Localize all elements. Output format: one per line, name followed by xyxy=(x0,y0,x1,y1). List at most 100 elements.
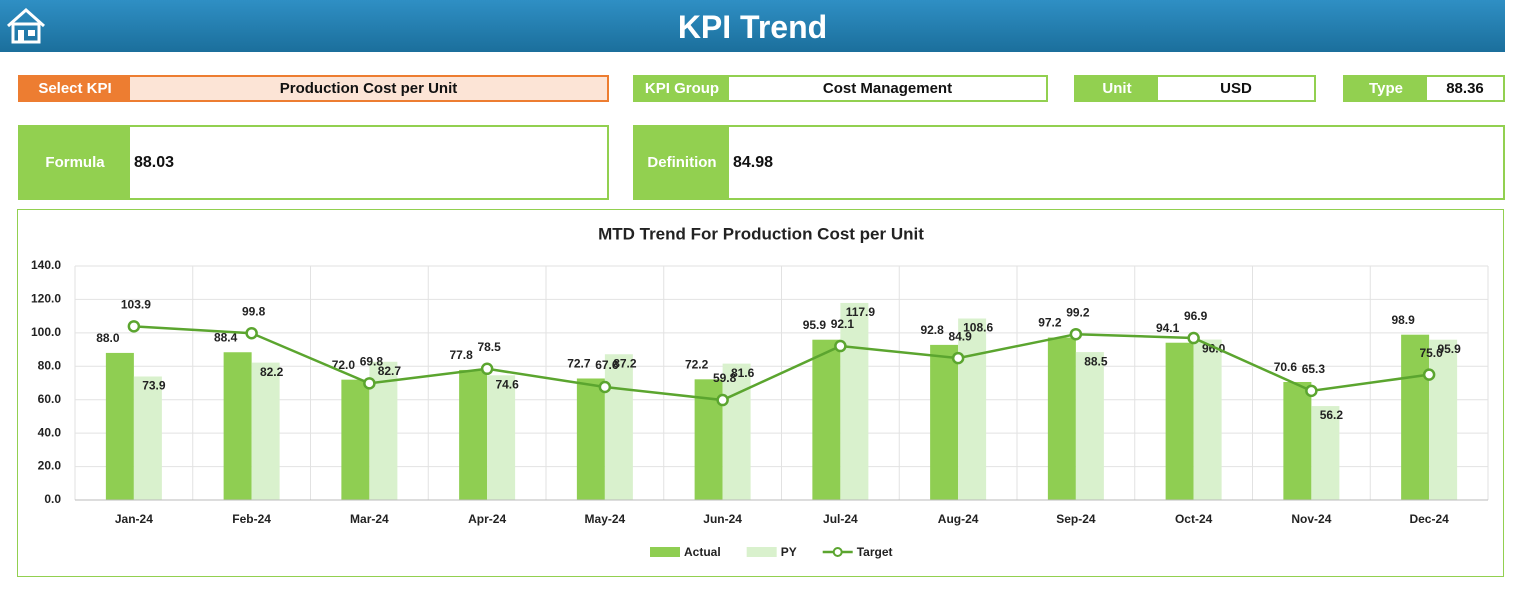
value: 88.36 xyxy=(1446,80,1484,97)
y-tick-label: 40.0 xyxy=(38,425,62,439)
x-tick-label: Oct-24 xyxy=(1175,512,1213,526)
x-tick-label: Jun-24 xyxy=(703,512,742,526)
data-label: 81.6 xyxy=(731,366,755,380)
type: Type 88.36 xyxy=(1343,75,1505,102)
x-tick-label: May-24 xyxy=(585,512,626,526)
marker xyxy=(834,339,847,353)
data-label: 98.9 xyxy=(1391,313,1415,327)
bar xyxy=(459,369,488,500)
bar xyxy=(251,362,280,500)
bar xyxy=(1283,381,1312,500)
data-label: 72.0 xyxy=(332,358,356,372)
data-label: 95.9 xyxy=(1437,342,1461,356)
data-label: 67.6 xyxy=(595,358,619,372)
data-label: 94.1 xyxy=(1156,321,1180,335)
data-label: 82.2 xyxy=(260,365,284,379)
bar xyxy=(1429,339,1458,500)
marker xyxy=(1305,384,1318,398)
data-label: 75.0 xyxy=(1419,346,1443,360)
x-tick-label: Jul-24 xyxy=(823,512,858,526)
y-tick-label: 60.0 xyxy=(38,392,62,406)
chart-title: MTD Trend For Production Cost per Unit xyxy=(598,224,924,243)
marker xyxy=(716,393,729,407)
bar xyxy=(1311,406,1340,500)
x-tick-label: Jan-24 xyxy=(115,512,153,526)
data-label: 108.6 xyxy=(963,321,993,335)
home-icon[interactable] xyxy=(4,6,48,46)
bar xyxy=(604,354,633,500)
select-kpi: Select KPI Production Cost per Unit xyxy=(18,75,609,102)
unit: Unit USD xyxy=(1074,75,1316,102)
data-label: 99.8 xyxy=(242,304,266,318)
data-label: 117.9 xyxy=(846,305,876,319)
data-label: 103.9 xyxy=(121,298,151,312)
bar xyxy=(341,379,370,500)
x-tick-label: Sep-24 xyxy=(1056,512,1096,526)
bar xyxy=(958,318,987,500)
marker xyxy=(1187,331,1200,345)
data-label: 97.2 xyxy=(1038,316,1062,330)
marker xyxy=(245,326,258,340)
value[interactable]: Production Cost per Unit xyxy=(130,77,607,100)
bar xyxy=(1193,339,1222,500)
data-label: 73.9 xyxy=(142,379,166,393)
label: KPI Group xyxy=(635,77,729,100)
data-label: 92.8 xyxy=(920,323,944,337)
y-tick-label: 140.0 xyxy=(31,258,61,272)
x-tick-label: Aug-24 xyxy=(938,512,979,526)
value: USD xyxy=(1220,80,1252,97)
value: 84.98 xyxy=(733,153,774,171)
y-tick-label: 20.0 xyxy=(38,459,62,473)
data-label: 72.7 xyxy=(567,357,591,371)
data-label: 82.7 xyxy=(378,364,402,378)
bar xyxy=(840,302,869,500)
data-label: 78.5 xyxy=(477,340,501,354)
legend-label: Actual xyxy=(684,545,721,559)
x-tick-label: Nov-24 xyxy=(1291,512,1331,526)
y-tick-label: 120.0 xyxy=(31,292,61,306)
bar xyxy=(1047,337,1076,500)
marker xyxy=(127,320,141,333)
chart-frame xyxy=(17,209,1504,577)
data-label: 84.9 xyxy=(948,329,972,343)
label: Definition xyxy=(635,127,729,198)
header: KPI Trend xyxy=(0,0,1505,52)
data-label: 56.2 xyxy=(1320,408,1344,422)
x-tick-label: Feb-24 xyxy=(232,512,271,526)
bar xyxy=(223,352,252,500)
marker xyxy=(1422,368,1436,381)
x-tick-label: Mar-24 xyxy=(350,512,389,526)
data-label: 70.6 xyxy=(1274,360,1298,374)
marker xyxy=(598,380,612,394)
data-label: 88.4 xyxy=(214,330,238,344)
value: Cost Management xyxy=(822,80,953,97)
bar xyxy=(105,352,134,500)
kpi-group: KPI Group Cost Management xyxy=(633,75,1048,102)
y-tick-label: 100.0 xyxy=(31,325,61,339)
marker xyxy=(951,351,965,365)
bar xyxy=(576,378,605,500)
formula: Formula 88.03 xyxy=(18,125,609,200)
data-label: 87.2 xyxy=(613,356,637,370)
x-tick-label: Apr-24 xyxy=(468,512,506,526)
bar xyxy=(1401,334,1430,500)
data-label: 92.1 xyxy=(831,317,855,331)
marker xyxy=(480,362,494,376)
bar xyxy=(487,375,516,500)
label: Unit xyxy=(1076,77,1158,100)
legend-swatch xyxy=(650,547,680,557)
data-label: 72.2 xyxy=(685,357,709,371)
value: 88.03 xyxy=(134,153,175,171)
bar xyxy=(930,344,959,500)
definition: Definition 84.98 xyxy=(633,125,1505,200)
bar xyxy=(133,376,162,500)
y-tick-label: 0.0 xyxy=(44,492,61,506)
legend-label: PY xyxy=(781,545,797,559)
data-label: 88.5 xyxy=(1084,354,1108,368)
label: Select KPI xyxy=(20,77,130,100)
legend-swatch xyxy=(746,547,777,557)
data-label: 96.9 xyxy=(1184,309,1208,323)
data-label: 69.8 xyxy=(360,355,384,369)
